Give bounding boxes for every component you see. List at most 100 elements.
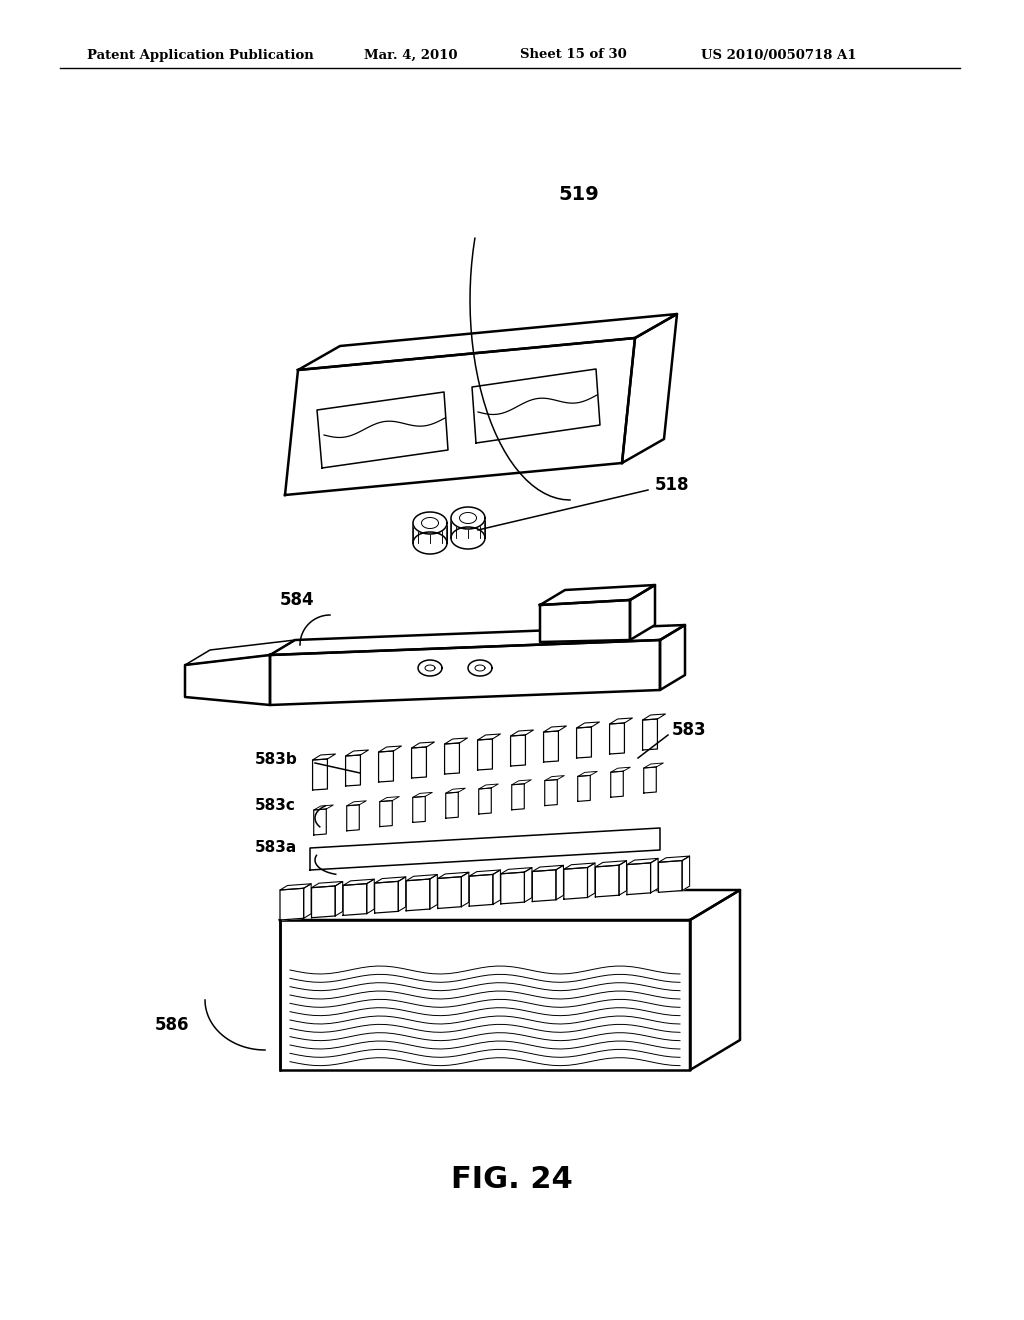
Polygon shape [564,867,588,899]
Polygon shape [298,314,677,370]
Polygon shape [540,601,630,642]
Polygon shape [379,746,401,752]
Polygon shape [544,731,558,762]
Polygon shape [564,863,595,870]
Polygon shape [270,640,660,705]
Polygon shape [545,776,564,780]
Polygon shape [477,739,493,770]
Polygon shape [511,730,534,737]
Text: 583a: 583a [255,841,297,855]
Polygon shape [445,792,459,818]
Text: 586: 586 [155,1016,189,1034]
Polygon shape [407,875,437,880]
Polygon shape [451,507,485,529]
Polygon shape [512,784,524,809]
Polygon shape [380,801,392,826]
Polygon shape [644,763,664,768]
Polygon shape [577,727,592,758]
Polygon shape [660,624,685,690]
Polygon shape [280,888,304,920]
Polygon shape [544,726,566,733]
Polygon shape [588,863,595,898]
Text: Sheet 15 of 30: Sheet 15 of 30 [520,49,627,62]
Polygon shape [313,809,327,836]
Polygon shape [532,870,556,902]
Polygon shape [285,338,635,495]
Polygon shape [501,873,524,904]
Polygon shape [185,640,295,665]
Polygon shape [595,865,620,896]
Polygon shape [650,858,658,892]
Text: 583c: 583c [255,797,296,813]
Polygon shape [643,714,666,719]
Text: 519: 519 [558,186,599,205]
Polygon shape [479,784,499,789]
Polygon shape [437,873,469,879]
Polygon shape [658,857,689,862]
Polygon shape [317,392,449,469]
Text: 584: 584 [280,591,314,609]
Polygon shape [610,767,630,772]
Polygon shape [469,874,493,906]
Polygon shape [345,750,369,756]
Polygon shape [462,873,469,907]
Polygon shape [511,735,525,766]
Polygon shape [347,805,359,830]
Polygon shape [185,655,270,705]
Polygon shape [343,883,367,915]
Text: Patent Application Publication: Patent Application Publication [87,49,313,62]
Polygon shape [532,866,563,871]
Polygon shape [379,751,393,781]
Polygon shape [412,742,434,748]
Polygon shape [375,882,398,913]
Polygon shape [343,879,374,886]
Polygon shape [477,734,501,741]
Polygon shape [578,771,597,776]
Polygon shape [280,884,311,890]
Polygon shape [280,920,690,1071]
Polygon shape [335,882,343,916]
Polygon shape [469,870,501,876]
Polygon shape [398,876,406,911]
Polygon shape [418,660,442,676]
Polygon shape [413,796,425,822]
Text: US 2010/0050718 A1: US 2010/0050718 A1 [701,49,857,62]
Polygon shape [578,775,590,801]
Polygon shape [524,867,531,902]
Polygon shape [501,867,531,874]
Polygon shape [609,718,633,723]
Polygon shape [311,882,343,887]
Polygon shape [347,801,367,805]
Polygon shape [280,890,740,920]
Polygon shape [451,527,485,549]
Polygon shape [270,624,685,655]
Polygon shape [577,722,599,729]
Polygon shape [556,866,563,900]
Polygon shape [413,792,432,797]
Polygon shape [468,660,492,676]
Text: 518: 518 [655,477,689,494]
Polygon shape [444,738,467,744]
Polygon shape [620,861,627,895]
Polygon shape [627,863,650,895]
Polygon shape [407,879,430,911]
Text: FIG. 24: FIG. 24 [452,1166,572,1195]
Polygon shape [512,780,531,785]
Polygon shape [313,805,333,810]
Polygon shape [413,512,447,535]
Polygon shape [367,879,374,913]
Polygon shape [622,314,677,463]
Polygon shape [627,858,658,865]
Polygon shape [630,585,655,640]
Polygon shape [610,771,624,797]
Polygon shape [437,876,462,908]
Polygon shape [375,876,406,883]
Polygon shape [413,532,447,554]
Polygon shape [310,828,660,870]
Polygon shape [644,767,656,793]
Polygon shape [545,780,557,805]
Polygon shape [430,875,437,909]
Polygon shape [311,886,335,917]
Polygon shape [380,796,399,801]
Polygon shape [540,585,655,605]
